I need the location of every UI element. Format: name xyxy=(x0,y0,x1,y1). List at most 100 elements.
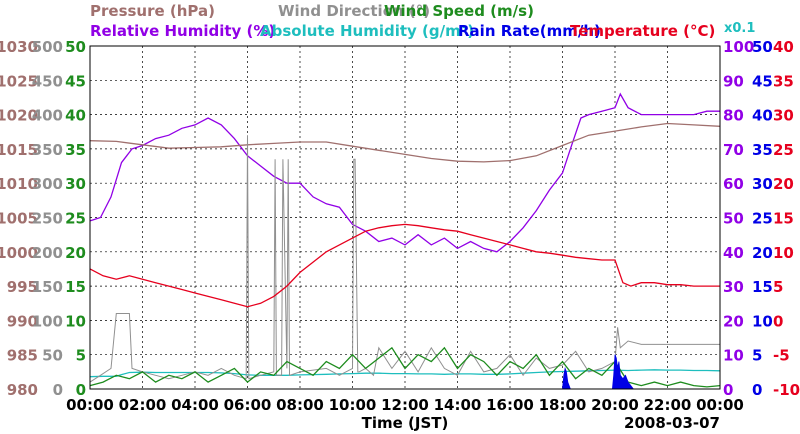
y-tick-pressure: 985 xyxy=(7,347,38,365)
legend-label-ah: Absolute Humidity (g/m³) xyxy=(260,22,474,40)
y-tick-pressure: 1020 xyxy=(0,107,38,125)
legend-label-wind-dir: Wind Direction (°) xyxy=(278,2,430,20)
series-rain-rate xyxy=(90,354,720,390)
y-tick-wind-dir: 250 xyxy=(32,210,63,228)
legend: Pressure (hPa) Wind Direction (°)Wind Spe… xyxy=(90,2,755,40)
x-tick-label: 04:00 xyxy=(171,396,219,414)
legend-label-rh: Relative Humidity (%) xyxy=(90,22,275,40)
ah-multiplier-label: x0.1 xyxy=(724,21,755,36)
y-tick-temp: 40 xyxy=(773,38,794,56)
y-tick-rain: 30 xyxy=(752,175,773,193)
y-tick-pressure: 1025 xyxy=(0,72,38,90)
x-tick-label: 10:00 xyxy=(329,396,377,414)
y-tick-rh: 10 xyxy=(723,347,744,365)
y-tick-temp: 5 xyxy=(773,278,783,296)
y-tick-wind-speed: 30 xyxy=(65,175,86,193)
y-tick-rh: 80 xyxy=(723,107,744,125)
y-tick-wind-dir: 400 xyxy=(32,107,63,125)
y-tick-wind-speed: 5 xyxy=(76,347,86,365)
x-tick-label: 22:00 xyxy=(644,396,692,414)
legend-label-pressure: Pressure (hPa) xyxy=(90,2,215,20)
series-temp xyxy=(89,223,720,308)
legend-label-wind-speed: Wind Speed (m/s) xyxy=(384,2,534,20)
y-tick-rain: 20 xyxy=(752,244,773,262)
y-tick-temp: 30 xyxy=(773,107,794,125)
y-tick-wind-dir: 100 xyxy=(32,312,63,330)
y-tick-wind-dir: 450 xyxy=(32,72,63,90)
plot-frame xyxy=(89,45,721,390)
y-tick-temp: -10 xyxy=(773,381,800,399)
y-tick-wind-speed: 0 xyxy=(76,381,86,399)
series-pressure xyxy=(89,122,721,163)
y-tick-wind-dir: 350 xyxy=(32,141,63,159)
y-tick-rain: 0 xyxy=(752,381,762,399)
x-tick-label: 16:00 xyxy=(486,396,534,414)
grid xyxy=(89,45,721,390)
x-tick-label: 00:00 xyxy=(66,396,114,414)
legend-label-temp: Temperature (°C) xyxy=(570,22,715,40)
x-tick-label: 20:00 xyxy=(591,396,639,414)
y-tick-rain: 40 xyxy=(752,107,773,125)
y-tick-wind-speed: 20 xyxy=(65,244,86,262)
y-tick-pressure: 1000 xyxy=(0,244,38,262)
series-wind-dir xyxy=(89,135,720,383)
y-tick-rh: 60 xyxy=(723,175,744,193)
y-tick-rain: 5 xyxy=(752,347,762,365)
y-tick-rh: 50 xyxy=(723,210,744,228)
y-tick-wind-dir: 50 xyxy=(42,347,63,365)
y-tick-rain: 10 xyxy=(752,312,773,330)
y-tick-wind-speed: 25 xyxy=(65,210,86,228)
y-tick-rain: 45 xyxy=(752,72,773,90)
y-tick-rain: 50 xyxy=(752,38,773,56)
y-tick-wind-speed: 40 xyxy=(65,107,86,125)
x-axis: 00:00 02:00 04:00 06:00 08:00 10:00 12:00 14:00… xyxy=(66,396,744,432)
y-tick-temp: 35 xyxy=(773,72,794,90)
y-tick-rh: 70 xyxy=(723,141,744,159)
y-tick-wind-dir: 200 xyxy=(32,244,63,262)
y-tick-wind-speed: 10 xyxy=(65,312,86,330)
legend-label-rain: Rain Rate(mm/h) xyxy=(458,22,601,40)
y-tick-wind-speed: 45 xyxy=(65,72,86,90)
y-tick-pressure: 1005 xyxy=(0,210,38,228)
series-rh xyxy=(89,92,720,253)
x-axis-title: Time (JST) xyxy=(362,414,449,432)
y-tick-temp: 20 xyxy=(773,175,794,193)
y-tick-pressure: 1030 xyxy=(0,38,38,56)
y-tick-pressure: 990 xyxy=(7,312,38,330)
y-tick-wind-dir: 0 xyxy=(53,381,63,399)
x-tick-label: 00:00 xyxy=(696,396,744,414)
axes: 9809859909951000100510101015102010251030… xyxy=(0,38,800,399)
y-tick-rh: 40 xyxy=(723,244,744,262)
y-tick-wind-dir: 500 xyxy=(32,38,63,56)
y-tick-wind-speed: 50 xyxy=(65,38,86,56)
y-tick-temp: 15 xyxy=(773,210,794,228)
x-tick-label: 06:00 xyxy=(224,396,272,414)
y-tick-temp: -5 xyxy=(773,347,790,365)
y-tick-rh: 100 xyxy=(723,38,754,56)
y-tick-temp: 25 xyxy=(773,141,794,159)
y-tick-pressure: 1015 xyxy=(0,141,38,159)
y-tick-temp: 0 xyxy=(773,312,783,330)
y-tick-wind-speed: 15 xyxy=(65,278,86,296)
y-tick-wind-dir: 150 xyxy=(32,278,63,296)
series-layer xyxy=(89,92,721,390)
x-tick-label: 08:00 xyxy=(276,396,324,414)
y-tick-wind-speed: 35 xyxy=(65,141,86,159)
x-tick-label: 02:00 xyxy=(119,396,167,414)
y-tick-rh: 90 xyxy=(723,72,744,90)
y-tick-rh: 20 xyxy=(723,312,744,330)
x-tick-label: 14:00 xyxy=(434,396,482,414)
y-tick-pressure: 980 xyxy=(7,381,38,399)
chart-date: 2008-03-07 xyxy=(624,414,720,432)
y-tick-rh: 30 xyxy=(723,278,744,296)
y-tick-rh: 0 xyxy=(723,381,733,399)
y-tick-rain: 15 xyxy=(752,278,773,296)
x-tick-label: 18:00 xyxy=(539,396,587,414)
y-tick-pressure: 995 xyxy=(7,278,38,296)
series-ah xyxy=(89,369,721,378)
y-tick-temp: 10 xyxy=(773,244,794,262)
y-tick-rain: 25 xyxy=(752,210,773,228)
y-tick-rain: 35 xyxy=(752,141,773,159)
x-tick-label: 12:00 xyxy=(381,396,429,414)
